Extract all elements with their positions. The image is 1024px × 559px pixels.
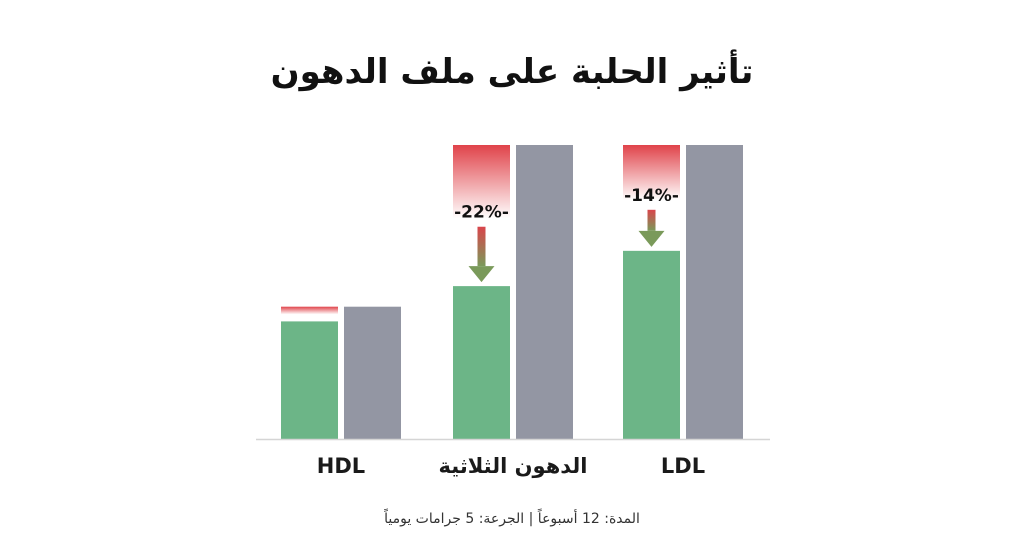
down-arrow-icon — [647, 209, 656, 231]
bar-treated-0 — [281, 321, 338, 439]
bar-treated-2 — [623, 250, 680, 439]
bar-baseline-2 — [686, 145, 743, 439]
reduction-zone — [453, 145, 510, 219]
bar-baseline-1 — [516, 145, 573, 439]
category-label-2: LDL — [661, 454, 705, 478]
bar-treated-1 — [453, 286, 510, 439]
bar-baseline-0 — [344, 306, 401, 439]
reduction-zone — [281, 306, 338, 315]
footnote: المدة: 12 أسبوعاً | الجرعة: 5 جرامات يوم… — [384, 511, 640, 527]
change-label-2: -14%- — [624, 186, 679, 206]
category-label-0: HDL — [317, 454, 365, 478]
reduction-zone — [623, 145, 680, 201]
down-arrow-icon — [477, 226, 486, 267]
down-arrowhead-icon — [638, 230, 665, 247]
down-arrowhead-icon — [468, 266, 495, 283]
category-label-1: الدهون الثلاثية — [439, 454, 588, 478]
chart-title: تأثير الحلبة على ملف الدهون — [270, 52, 754, 92]
change-label-1: -22%- — [454, 203, 509, 223]
